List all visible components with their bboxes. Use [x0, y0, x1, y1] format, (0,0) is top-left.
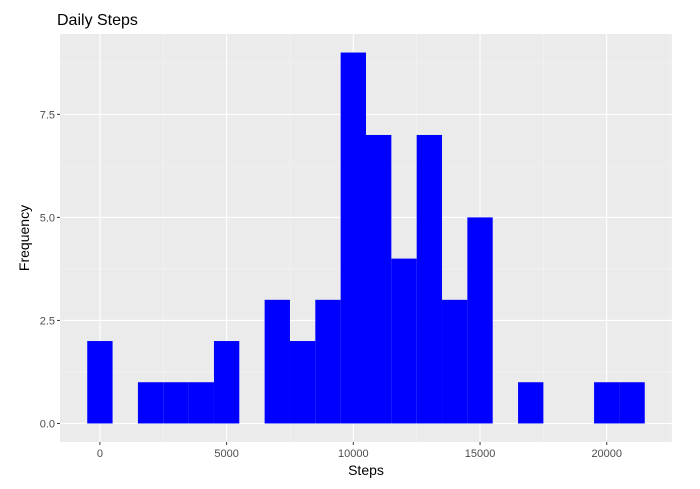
histogram-bar — [518, 382, 544, 424]
x-tick-label: 20000 — [591, 448, 622, 460]
histogram-bar — [340, 52, 366, 424]
histogram-bar — [467, 217, 493, 424]
histogram-bar — [213, 341, 240, 424]
histogram-bar — [619, 382, 645, 424]
x-tick-label: 0 — [97, 448, 103, 460]
x-tick-label: 10000 — [338, 448, 369, 460]
histogram-bar — [289, 341, 316, 424]
histogram-bar — [264, 299, 290, 424]
histogram-bar — [163, 382, 189, 424]
histogram-bar — [315, 299, 341, 424]
histogram-bar — [87, 341, 113, 424]
histogram-bar — [442, 299, 468, 424]
y-tick-label: 0.0 — [40, 418, 55, 430]
y-axis: 0.0 2.5 5.0 7.5 — [40, 109, 60, 430]
y-tick-label: 2.5 — [40, 315, 55, 327]
histogram-bar — [137, 382, 164, 424]
histogram-bars — [87, 52, 645, 424]
y-axis-title: Frequency — [16, 205, 32, 271]
histogram-bar — [416, 134, 443, 424]
x-axis: 0 5000 10000 15000 20000 — [97, 442, 622, 460]
x-axis-title: Steps — [348, 462, 384, 478]
histogram-bar — [366, 134, 392, 424]
chart-title: Daily Steps — [57, 12, 138, 29]
histogram-bar — [594, 382, 620, 424]
x-tick-label: 15000 — [465, 448, 496, 460]
x-tick-label: 5000 — [214, 448, 238, 460]
y-tick-label: 5.0 — [40, 212, 55, 224]
histogram-bar — [391, 258, 417, 424]
y-tick-label: 7.5 — [40, 109, 55, 121]
histogram-bar — [188, 382, 214, 424]
